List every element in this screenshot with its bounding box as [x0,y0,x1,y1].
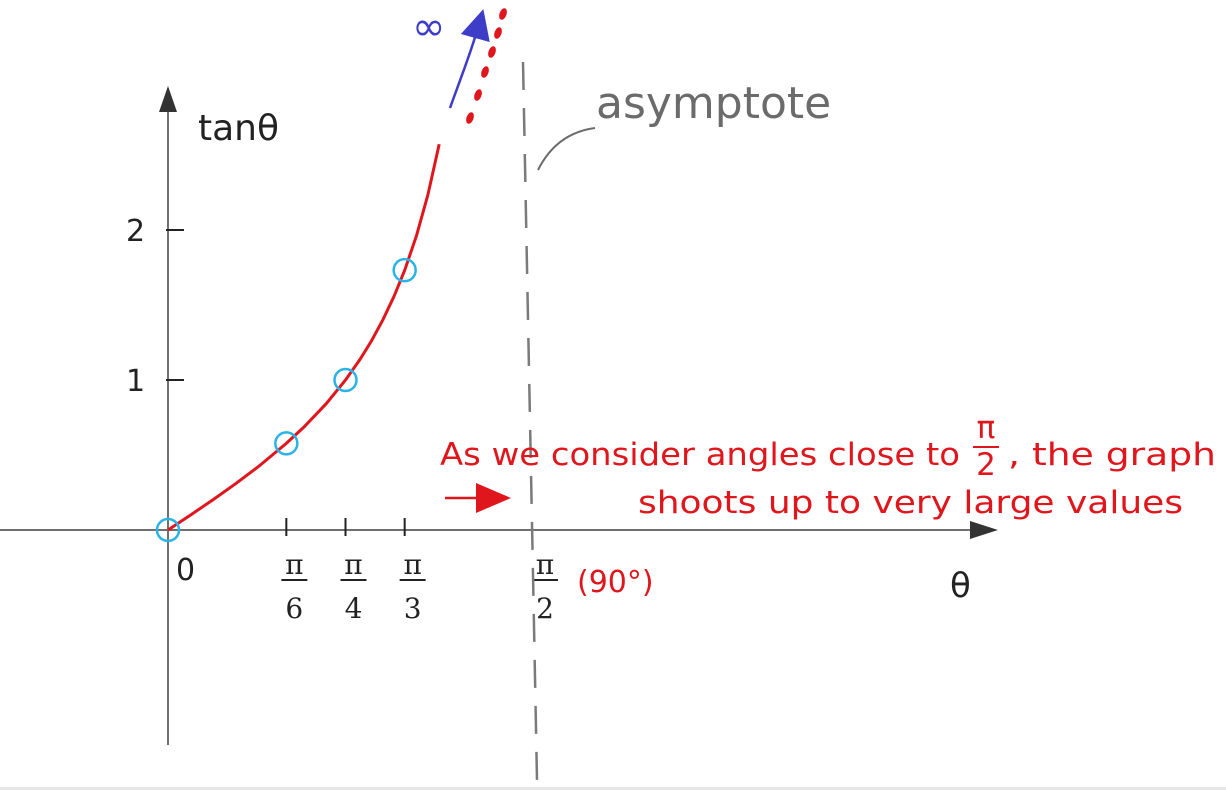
marked-point [155,517,181,543]
axes [0,86,998,745]
infinity-label: ∞ [412,4,445,50]
annotation-frac-num: π [977,410,996,446]
x-tick-label-num: π [403,548,421,581]
x-tick-label-num: π [536,548,554,581]
infinity-arrow [448,9,490,109]
x-axis-label: θ [950,566,971,606]
marked-point [274,431,299,456]
curve-dot [481,66,489,78]
x-tick-label-den: 3 [404,592,422,625]
x-tick-label-den: 6 [285,592,303,625]
marked-point [333,367,358,393]
y-tick-label: 1 [126,364,145,399]
curve-dot [474,89,482,101]
bottom-border [0,787,1226,790]
curve-dot [488,46,496,58]
annotation: As we consider angles close to π 2 , the… [440,410,1216,521]
x-tick-extra-label: (90°) [577,565,654,600]
curve-dot [494,27,502,39]
x-tick-label-num: π [344,548,362,581]
x-axis-arrow-icon [970,521,998,539]
x-ticks: 0 π 6 π 4 π 3 π 2 [176,518,559,625]
asymptote-pointer [537,127,596,171]
annotation-line1-post: , the graph [1008,437,1216,473]
annotation-line1-pre: As we consider angles close to [440,437,960,473]
annotation-frac-den: 2 [976,447,996,483]
x-tick-label-den: 2 [536,592,554,625]
curve-dot [499,8,507,20]
marked-points [155,257,417,543]
x-tick-label-num: π [285,548,303,581]
annotation-line2: shoots up to very large values [638,485,1183,521]
tan-curve [167,143,441,532]
marked-point [392,257,417,283]
y-axis-arrow-icon [159,86,177,112]
y-tick-label: 2 [126,214,145,249]
x-tick-label: 0 [176,553,195,588]
asymptote-line [521,61,539,781]
curve-dot [466,112,474,124]
asymptote-label: asymptote [596,78,831,129]
y-ticks: 12 [126,214,184,399]
curve-continuation-dots [466,8,507,124]
x-tick-label-den: 4 [345,592,363,625]
y-axis-label: tanθ [198,108,279,149]
